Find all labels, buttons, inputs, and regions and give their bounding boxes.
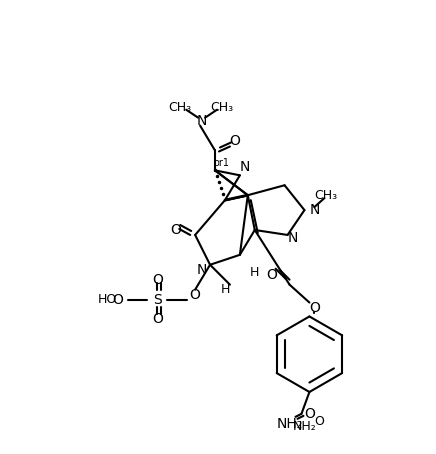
Text: O: O	[190, 287, 201, 301]
Text: O: O	[152, 273, 163, 286]
Text: HO: HO	[98, 293, 117, 306]
Text: O: O	[314, 415, 324, 428]
Text: CH₃: CH₃	[315, 189, 338, 202]
Text: O: O	[309, 301, 320, 315]
Text: NH₂: NH₂	[276, 417, 303, 431]
Text: N: N	[197, 263, 207, 277]
Text: H: H	[250, 266, 259, 279]
Text: NH₂: NH₂	[293, 420, 317, 433]
Text: O: O	[112, 292, 123, 306]
Text: H: H	[220, 283, 230, 296]
Text: N: N	[240, 160, 250, 174]
Text: CH₃: CH₃	[169, 101, 192, 114]
Text: N: N	[309, 203, 320, 217]
Text: CH₃: CH₃	[211, 101, 234, 114]
Text: O: O	[170, 223, 181, 237]
Text: S: S	[153, 292, 162, 306]
Text: N: N	[287, 231, 298, 245]
Text: O: O	[304, 407, 315, 421]
Text: N: N	[197, 114, 207, 128]
Text: O: O	[229, 133, 240, 148]
Text: O: O	[152, 312, 163, 326]
Text: or1: or1	[214, 158, 230, 168]
Text: O: O	[266, 268, 277, 281]
